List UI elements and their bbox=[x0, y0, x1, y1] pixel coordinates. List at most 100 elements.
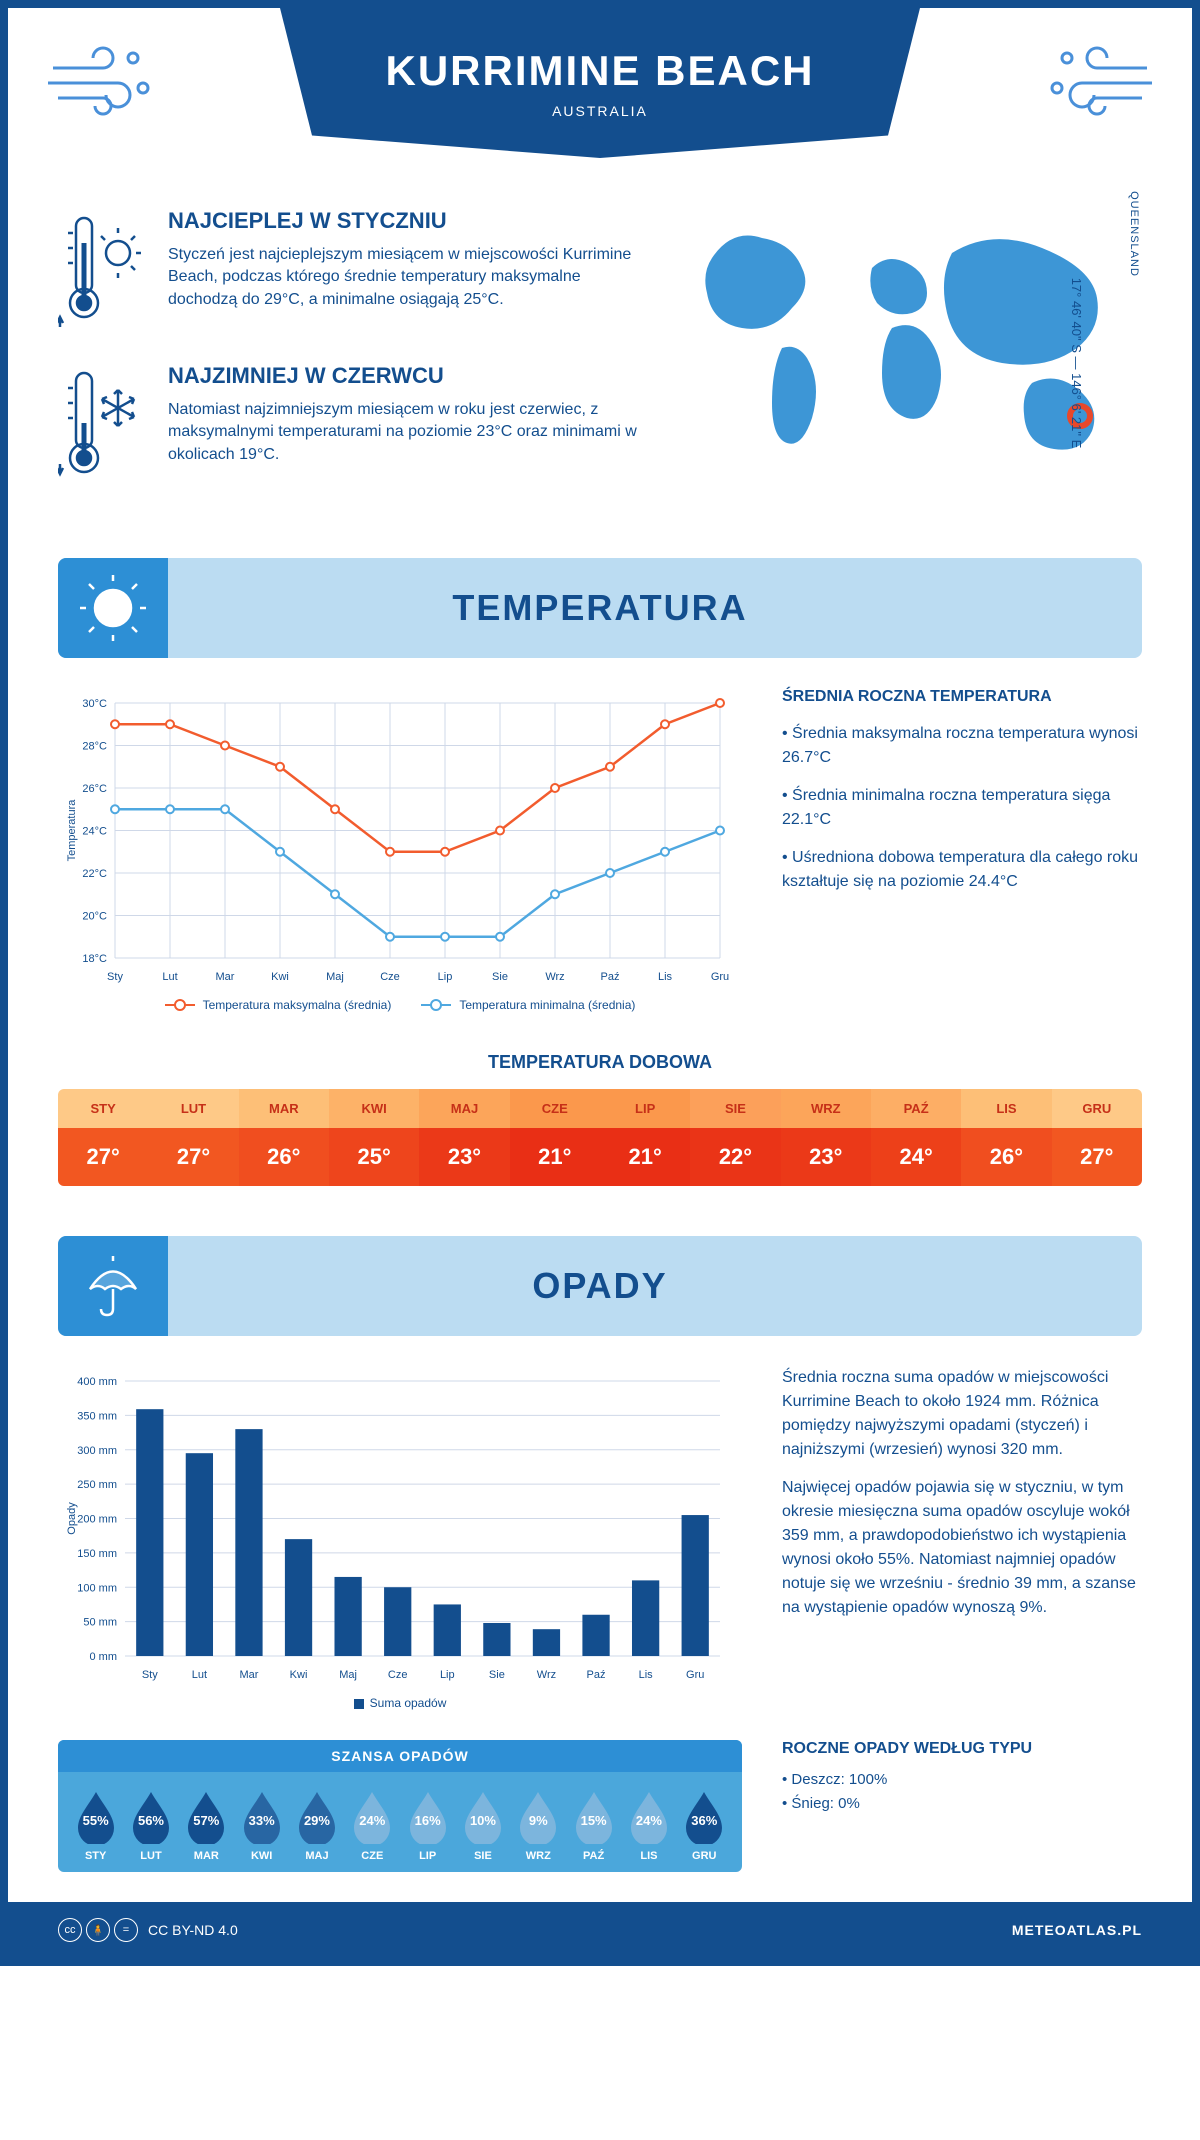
sun-icon bbox=[58, 558, 168, 658]
by-icon: 🧍 bbox=[86, 1918, 110, 1942]
svg-text:Lip: Lip bbox=[438, 971, 453, 983]
page-title: KURRIMINE BEACH bbox=[386, 47, 815, 95]
raindrop-icon: 33% bbox=[240, 1788, 284, 1844]
svg-text:200 mm: 200 mm bbox=[77, 1514, 117, 1526]
precip-bar-chart: 0 mm50 mm100 mm150 mm200 mm250 mm300 mm3… bbox=[58, 1366, 742, 1710]
chance-col: 56% LUT bbox=[123, 1788, 178, 1862]
svg-text:0 mm: 0 mm bbox=[90, 1651, 118, 1663]
nd-icon: = bbox=[114, 1918, 138, 1942]
daily-temp-col: STY 27° bbox=[58, 1089, 148, 1186]
svg-text:Kwi: Kwi bbox=[290, 1669, 308, 1681]
temp-info-3: • Uśredniona dobowa temperatura dla całe… bbox=[782, 846, 1142, 894]
svg-text:Lip: Lip bbox=[440, 1669, 455, 1681]
svg-text:Paź: Paź bbox=[601, 971, 620, 983]
chance-col: 15% PAŹ bbox=[566, 1788, 621, 1862]
page-subtitle: AUSTRALIA bbox=[552, 103, 648, 119]
map-area: QUEENSLAND 17° 46' 40" S — 146° 6' 21" E bbox=[672, 208, 1142, 518]
coldest-block: NAJZIMNIEJ W CZERWCU Natomiast najzimnie… bbox=[58, 363, 642, 488]
svg-text:Sie: Sie bbox=[492, 971, 508, 983]
raindrop-icon: 15% bbox=[572, 1788, 616, 1844]
raindrop-icon: 36% bbox=[682, 1788, 726, 1844]
cc-icons: cc 🧍 = bbox=[58, 1918, 138, 1942]
temp-section-header: TEMPERATURA bbox=[58, 558, 1142, 658]
daily-temp-col: LUT 27° bbox=[148, 1089, 238, 1186]
precip-type-info: ROCZNE OPADY WEDŁUG TYPU • Deszcz: 100% … bbox=[782, 1740, 1142, 1816]
precip-type-title: ROCZNE OPADY WEDŁUG TYPU bbox=[782, 1740, 1142, 1758]
warmest-block: NAJCIEPLEJ W STYCZNIU Styczeń jest najci… bbox=[58, 208, 642, 333]
header: KURRIMINE BEACH AUSTRALIA bbox=[8, 8, 1192, 208]
precip-type-1: • Deszcz: 100% bbox=[782, 1768, 1142, 1792]
site-name: METEOATLAS.PL bbox=[1012, 1922, 1142, 1938]
coldest-text: Natomiast najzimniejszym miesiącem w rok… bbox=[168, 399, 642, 466]
chance-box: SZANSA OPADÓW 55% STY 56% LUT 57% MAR 3 bbox=[58, 1740, 742, 1872]
raindrop-icon: 29% bbox=[295, 1788, 339, 1844]
svg-text:100 mm: 100 mm bbox=[77, 1582, 117, 1594]
svg-text:22°C: 22°C bbox=[82, 868, 107, 880]
svg-text:Mar: Mar bbox=[239, 1669, 258, 1681]
precip-type-2: • Śnieg: 0% bbox=[782, 1792, 1142, 1816]
chance-col: 16% LIP bbox=[400, 1788, 455, 1862]
svg-text:Paź: Paź bbox=[587, 1669, 606, 1681]
coldest-title: NAJZIMNIEJ W CZERWCU bbox=[168, 363, 642, 389]
daily-temp-col: KWI 25° bbox=[329, 1089, 419, 1186]
umbrella-icon bbox=[58, 1236, 168, 1336]
raindrop-icon: 24% bbox=[627, 1788, 671, 1844]
info-row: NAJCIEPLEJ W STYCZNIU Styczeń jest najci… bbox=[58, 208, 1142, 518]
daily-temp-col: MAJ 23° bbox=[419, 1089, 509, 1186]
svg-text:20°C: 20°C bbox=[82, 911, 107, 923]
wind-icon bbox=[48, 38, 158, 142]
svg-text:Cze: Cze bbox=[380, 971, 400, 983]
temp-info-1: • Średnia maksymalna roczna temperatura … bbox=[782, 722, 1142, 770]
daily-temp-col: PAŹ 24° bbox=[871, 1089, 961, 1186]
raindrop-icon: 24% bbox=[350, 1788, 394, 1844]
svg-text:30°C: 30°C bbox=[82, 698, 107, 710]
warmest-title: NAJCIEPLEJ W STYCZNIU bbox=[168, 208, 642, 234]
raindrop-icon: 57% bbox=[184, 1788, 228, 1844]
svg-text:28°C: 28°C bbox=[82, 741, 107, 753]
daily-temp-col: WRZ 23° bbox=[781, 1089, 871, 1186]
svg-text:Maj: Maj bbox=[326, 971, 344, 983]
region-label: QUEENSLAND bbox=[1128, 191, 1140, 277]
svg-text:Kwi: Kwi bbox=[271, 971, 289, 983]
temp-info: ŚREDNIA ROCZNA TEMPERATURA • Średnia mak… bbox=[782, 688, 1142, 1012]
svg-text:18°C: 18°C bbox=[82, 953, 107, 965]
svg-text:Cze: Cze bbox=[388, 1669, 408, 1681]
chance-col: 9% WRZ bbox=[511, 1788, 566, 1862]
precip-info-1: Średnia roczna suma opadów w miejscowośc… bbox=[782, 1366, 1142, 1462]
svg-text:Gru: Gru bbox=[711, 971, 729, 983]
temp-section-title: TEMPERATURA bbox=[452, 587, 747, 629]
chance-col: 55% STY bbox=[68, 1788, 123, 1862]
svg-text:Lut: Lut bbox=[162, 971, 177, 983]
svg-text:Temperatura: Temperatura bbox=[66, 799, 78, 862]
footer: cc 🧍 = CC BY-ND 4.0 METEOATLAS.PL bbox=[8, 1902, 1192, 1958]
temp-info-title: ŚREDNIA ROCZNA TEMPERATURA bbox=[782, 688, 1142, 706]
precip-info: Średnia roczna suma opadów w miejscowośc… bbox=[782, 1366, 1142, 1710]
chance-col: 24% CZE bbox=[345, 1788, 400, 1862]
raindrop-icon: 10% bbox=[461, 1788, 505, 1844]
daily-temp-col: LIP 21° bbox=[600, 1089, 690, 1186]
svg-text:50 mm: 50 mm bbox=[83, 1617, 117, 1629]
chance-col: 57% MAR bbox=[179, 1788, 234, 1862]
legend-min: .legend-marker[style*="4fa8e0"]::after{b… bbox=[421, 998, 635, 1012]
header-banner: KURRIMINE BEACH AUSTRALIA bbox=[280, 8, 920, 158]
chance-col: 29% MAJ bbox=[289, 1788, 344, 1862]
legend-max: .legend-marker[style*="f25c2e"]::after{b… bbox=[165, 998, 392, 1012]
chance-col: 24% LIS bbox=[621, 1788, 676, 1862]
svg-text:Maj: Maj bbox=[339, 1669, 357, 1681]
svg-text:250 mm: 250 mm bbox=[77, 1479, 117, 1491]
svg-text:Sie: Sie bbox=[489, 1669, 505, 1681]
svg-text:150 mm: 150 mm bbox=[77, 1548, 117, 1560]
svg-text:Lis: Lis bbox=[639, 1669, 654, 1681]
raindrop-icon: 9% bbox=[516, 1788, 560, 1844]
temp-line-chart: 18°C20°C22°C24°C26°C28°C30°CStyLutMarKwi… bbox=[58, 688, 742, 1012]
precip-info-2: Najwięcej opadów pojawia się w styczniu,… bbox=[782, 1476, 1142, 1620]
chance-col: 36% GRU bbox=[677, 1788, 732, 1862]
precip-section-header: OPADY bbox=[58, 1236, 1142, 1336]
chance-title: SZANSA OPADÓW bbox=[58, 1740, 742, 1772]
raindrop-icon: 55% bbox=[74, 1788, 118, 1844]
svg-text:Lut: Lut bbox=[192, 1669, 207, 1681]
warmest-text: Styczeń jest najcieplejszym miesiącem w … bbox=[168, 244, 642, 311]
daily-temp-title: TEMPERATURA DOBOWA bbox=[58, 1052, 1142, 1073]
chance-col: 33% KWI bbox=[234, 1788, 289, 1862]
svg-text:Gru: Gru bbox=[686, 1669, 704, 1681]
